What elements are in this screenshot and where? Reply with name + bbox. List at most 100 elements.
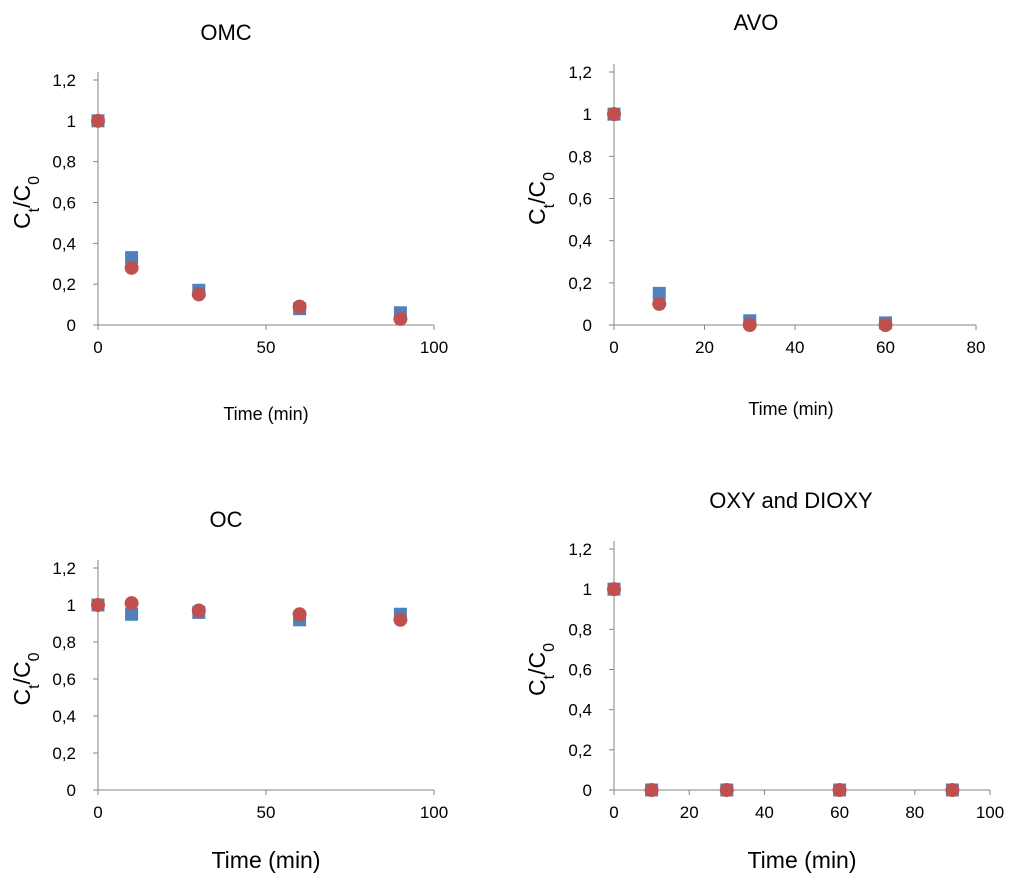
chart-0-title: OMC <box>200 20 251 45</box>
chart-1-y-tick-label: 0,8 <box>568 147 592 166</box>
chart-3-y-tick-label: 0 <box>583 781 592 800</box>
chart-0-y-axis-label-mid: /C <box>9 185 35 208</box>
chart-3-y-tick-label: 1,2 <box>568 540 592 559</box>
chart-3-x-tick-label: 40 <box>755 803 774 822</box>
chart-2-y-tick-label: 0,2 <box>52 744 76 763</box>
chart-1-x-axis-label: Time (min) <box>748 399 833 419</box>
chart-2-series-1-point <box>191 603 206 618</box>
chart-1-x-tick-label: 40 <box>786 338 805 357</box>
chart-1-x-tick-label: 80 <box>967 338 986 357</box>
chart-0-series-1-point <box>91 113 105 128</box>
chart-0-y-tick-label: 0,6 <box>52 194 76 213</box>
chart-2-y-axis-label-sub1: t <box>26 684 43 689</box>
chart-0-y-axis-label-sub1: t <box>26 207 43 212</box>
chart-2-series-1-point <box>124 596 139 611</box>
chart-1-x-tick-label: 60 <box>876 338 895 357</box>
chart-1-y-tick-label: 0,6 <box>568 190 592 209</box>
chart-0: OMC 0 0,2 0,4 0,6 0,8 1 1,2 0 50 100 Time (min) Ct/C… <box>9 20 448 424</box>
chart-1-y-axis-label-mid: /C <box>524 181 550 204</box>
chart-2-y-tick-label: 0 <box>67 781 76 800</box>
chart-3-y-tick-label: 1 <box>583 580 592 599</box>
chart-3-series-1-point <box>644 783 659 797</box>
chart-3-series-1-point <box>719 783 734 797</box>
chart-0-y-tick-label: 1,2 <box>52 71 76 90</box>
chart-1-y-tick-label: 0 <box>583 316 592 335</box>
chart-0-x-tick-label: 100 <box>420 338 448 357</box>
chart-3-y-tick-label: 0,4 <box>568 701 592 720</box>
chart-0-series-1-point <box>124 260 139 275</box>
chart-1-series-0-point <box>652 286 666 300</box>
chart-3-y-axis-label: Ct/C0 <box>524 643 558 696</box>
chart-0-series-1-point <box>393 311 408 326</box>
chart-2-x-tick-label: 100 <box>420 803 448 822</box>
chart-1-x-tick-label: 20 <box>695 338 714 357</box>
chart-0-y-tick-label: 0,8 <box>52 153 76 172</box>
chart-3-y-tick-label: 0,6 <box>568 661 592 680</box>
chart-0-y-tick-label: 0 <box>67 316 76 335</box>
chart-3-x-tick-label: 20 <box>680 803 699 822</box>
chart-2-y-tick-label: 1,2 <box>52 559 76 578</box>
chart-1-y-axis-label-main: C <box>524 208 550 225</box>
chart-2-y-tick-label: 1 <box>67 596 76 615</box>
chart-2-series-1-point <box>292 607 307 622</box>
chart-3: OXY and DIOXY 0 0,2 0,4 0,6 0,8 1 1,2 0 20 40 60 80 1… <box>524 488 1004 873</box>
chart-1-x-tick-label: 0 <box>609 338 618 357</box>
chart-0-series-0-point <box>125 251 139 265</box>
chart-3-series-1-point <box>945 783 960 797</box>
chart-3-x-tick-label: 60 <box>830 803 849 822</box>
chart-3-y-axis-label-sub1: t <box>541 674 558 679</box>
chart-3-title: OXY and DIOXY <box>709 488 873 513</box>
chart-0-y-axis-label: Ct/C0 <box>9 176 43 229</box>
chart-1-series-1-point <box>742 318 757 332</box>
chart-2-y-axis-label-sub2: 0 <box>26 652 43 661</box>
chart-2-y-tick-label: 0,4 <box>52 707 76 726</box>
chart-1: AVO 0 0,2 0,4 0,6 0,8 1 1,2 0 20 40 60 80 Time (min) C… <box>524 10 985 419</box>
chart-1-y-tick-label: 1 <box>583 105 592 124</box>
chart-2-x-tick-label: 0 <box>93 803 102 822</box>
chart-3-series-1-point <box>832 783 847 797</box>
chart-2-title: OC <box>210 507 243 532</box>
chart-1-series-1-point <box>878 318 893 332</box>
chart-0-y-tick-label: 0,2 <box>52 275 76 294</box>
chart-0-x-axis-label: Time (min) <box>223 404 308 424</box>
chart-1-series-1-point <box>652 296 667 311</box>
chart-2-y-axis-label-main: C <box>9 689 35 706</box>
chart-2-y-tick-label: 0,6 <box>52 670 76 689</box>
chart-2-x-axis-label: Time (min) <box>211 847 320 873</box>
chart-3-x-tick-label: 0 <box>609 803 618 822</box>
chart-3-y-tick-label: 0,8 <box>568 620 592 639</box>
chart-1-y-tick-label: 0,2 <box>568 274 592 293</box>
chart-3-y-tick-label: 0,2 <box>568 741 592 760</box>
chart-1-y-axis-label-sub2: 0 <box>541 172 558 181</box>
chart-0-x-tick-label: 0 <box>93 338 102 357</box>
chart-1-y-tick-label: 0,4 <box>568 232 592 251</box>
chart-3-y-axis-label-main: C <box>524 679 550 696</box>
chart-1-y-axis-label-sub1: t <box>541 203 558 208</box>
chart-2-y-axis-label: Ct/C0 <box>9 652 43 705</box>
chart-2-y-axis-label-mid: /C <box>9 661 35 684</box>
chart-0-y-axis-label-main: C <box>9 212 35 229</box>
chart-3-x-tick-label: 80 <box>905 803 924 822</box>
chart-0-series-1-point <box>191 287 206 302</box>
chart-0-y-tick-label: 1 <box>67 112 76 131</box>
chart-1-title: AVO <box>734 10 779 35</box>
chart-0-y-tick-label: 0,4 <box>52 234 76 253</box>
chart-2-series-1-point <box>91 598 105 612</box>
chart-3-y-axis-label-sub2: 0 <box>541 643 558 652</box>
chart-0-x-tick-label: 50 <box>257 338 276 357</box>
chart-1-series-1-point <box>607 107 621 122</box>
chart-0-y-axis-label-sub2: 0 <box>26 176 43 185</box>
chart-3-x-axis-label: Time (min) <box>747 847 856 873</box>
chart-3-series-1-point <box>607 582 621 597</box>
chart-2-x-tick-label: 50 <box>257 803 276 822</box>
chart-3-x-tick-label: 100 <box>976 803 1004 822</box>
chart-2-y-tick-label: 0,8 <box>52 633 76 652</box>
chart-3-y-axis-label-mid: /C <box>524 652 550 675</box>
chart-0-series-1-point <box>292 299 307 314</box>
chart-2-series-1-point <box>393 612 408 627</box>
chart-2-series-0-point <box>125 607 139 621</box>
chart-1-y-tick-label: 1,2 <box>568 63 592 82</box>
chart-1-y-axis-label: Ct/C0 <box>524 172 558 225</box>
